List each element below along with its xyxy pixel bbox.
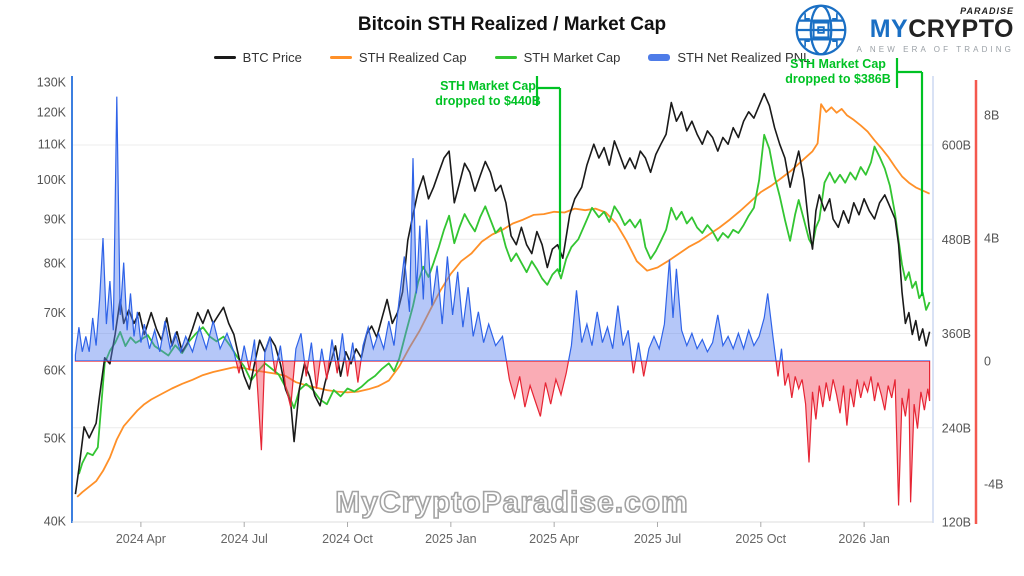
tick-label: 100K (37, 173, 67, 187)
tick-label: -4B (984, 478, 1003, 492)
tick-label: 480B (942, 233, 971, 247)
tick-label: 50K (44, 431, 67, 445)
tick-label: 240B (942, 421, 971, 435)
watermark: MyCryptoParadise.com (334, 485, 689, 520)
tick-label: 130K (37, 76, 67, 90)
tick-label: 60K (44, 363, 67, 377)
brand-name-my: MY (869, 14, 909, 43)
series-sth-realized-cap (76, 103, 930, 498)
tick-label: 2024 Jul (221, 532, 268, 546)
annotation-line: STH Market Cap (790, 57, 886, 71)
series-sth-market-cap (78, 133, 931, 475)
sth-net-realized-pnl-swatch-icon (648, 54, 671, 61)
legend-item-sth-realized-cap: STH Realized Cap (329, 50, 467, 65)
tick-label: 360B (942, 327, 971, 341)
page-title: Bitcoin STH Realized / Market Cap (357, 14, 667, 35)
annotation-440b: STH Market Cap dropped to $440B (435, 79, 541, 109)
legend-label: BTC Price (242, 50, 302, 65)
axis-tick-labels: 40K 50K 60K 70K 80K 90K 100K 110K 120K 130K 120B 24… (37, 76, 1004, 547)
tick-label: 2025 Apr (529, 532, 579, 546)
globe-circuit-icon (795, 4, 846, 56)
series-btc-price (74, 92, 931, 495)
series-pnl-negative-area (74, 361, 931, 506)
tick-label: 2025 Jan (425, 532, 476, 546)
brand-tagline: A NEW ERA OF TRADING (856, 44, 1014, 54)
tick-label: 80K (44, 256, 67, 270)
axis-spines (71, 76, 978, 524)
tick-label: 2025 Jul (634, 532, 681, 546)
tick-label: 110K (38, 138, 67, 152)
brand-text: PARADISE MYCRYPTO A NEW ERA OF TRADING (856, 5, 1014, 54)
sth-realized-cap-swatch-icon (329, 56, 352, 59)
brand-logo: PARADISE MYCRYPTO A NEW ERA OF TRADING (793, 2, 1014, 58)
tick-label: 40K (44, 515, 67, 529)
tick-label: 600B (942, 139, 971, 153)
tick-label: 120B (942, 516, 971, 530)
tick-label: 2025 Oct (735, 532, 786, 546)
annotation-line: STH Market Cap (440, 79, 536, 93)
annotation-pointer-lines (535, 58, 924, 296)
legend-label: STH Market Cap (523, 50, 621, 65)
brand-paradise: PARADISE (960, 5, 1014, 16)
legend-item-sth-market-cap: STH Market Cap (494, 50, 621, 65)
legend-label: STH Net Realized PNL (677, 50, 811, 65)
tick-label: 90K (44, 212, 67, 226)
annotation-386b: STH Market Cap dropped to $386B (785, 57, 891, 87)
annotation-line: dropped to $440B (435, 94, 541, 108)
btc-price-swatch-icon (213, 56, 236, 59)
tick-label: 2024 Oct (322, 532, 373, 546)
tick-label: 8B (984, 109, 999, 123)
legend-item-btc-price: BTC Price (213, 50, 302, 65)
chart-legend: BTC Price STH Realized Cap STH Market Ca… (0, 50, 1024, 65)
tick-label: 0 (984, 355, 991, 369)
tick-label: 2024 Apr (116, 532, 166, 546)
brand-name-crypto: CRYPTO (908, 14, 1014, 43)
tick-label: 120K (37, 105, 67, 119)
sth-market-cap-swatch-icon (494, 56, 517, 59)
series-lines (74, 92, 931, 506)
tick-label: 2026 Jan (838, 532, 889, 546)
legend-label: STH Realized Cap (358, 50, 467, 65)
brand-name: MYCRYPTO (869, 14, 1014, 43)
legend-item-sth-net-realized-pnl: STH Net Realized PNL (648, 50, 810, 65)
series-pnl-positive-area (74, 96, 931, 361)
tick-label: 70K (44, 306, 67, 320)
annotation-line: dropped to $386B (785, 72, 891, 86)
tick-label: 4B (984, 232, 999, 246)
